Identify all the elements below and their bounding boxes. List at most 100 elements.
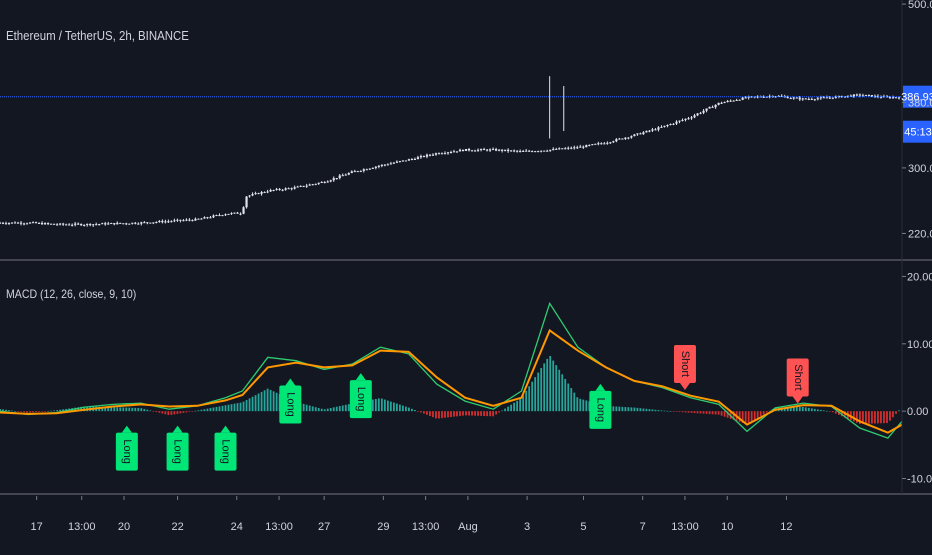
histogram-bar: [528, 386, 531, 412]
histogram-bar: [756, 411, 759, 418]
short-signal-box: [786, 358, 809, 397]
candle-body: [612, 141, 615, 143]
histogram-bar: [684, 411, 687, 413]
histogram-bar: [516, 400, 519, 412]
histogram-bar: [149, 410, 152, 412]
long-signal[interactable]: Long: [349, 373, 372, 419]
macd-indicator-title[interactable]: MACD (12, 26, close, 9, 10): [6, 287, 137, 301]
long-signal[interactable]: Long: [279, 378, 302, 424]
long-signal[interactable]: Long: [589, 383, 612, 429]
price-tick-label: 500.00: [908, 0, 932, 11]
histogram-bar: [630, 407, 633, 412]
macd-pane[interactable]: Long Long Long Long Long Long Short Short: [0, 301, 903, 471]
histogram-bar: [167, 411, 170, 416]
histogram-bar: [813, 408, 816, 412]
histogram-bar: [236, 403, 239, 412]
symbol-title[interactable]: Ethereum / TetherUS, 2h, BINANCE: [6, 28, 189, 43]
histogram-bar: [414, 409, 416, 412]
candle-body: [729, 100, 732, 102]
candle-body: [107, 223, 110, 225]
candle-body: [458, 149, 462, 152]
candle-body: [19, 222, 23, 224]
histogram-bar: [807, 407, 810, 412]
histogram-bar: [444, 411, 446, 418]
candle-body: [0, 222, 2, 224]
histogram-bar: [209, 408, 212, 412]
long-signal-box: [166, 432, 189, 471]
histogram-bar: [720, 411, 723, 416]
histogram-bar: [260, 391, 263, 412]
candle-body: [74, 223, 77, 225]
candle-body: [768, 96, 771, 98]
candle-body: [555, 148, 558, 150]
candle-body: [852, 94, 855, 97]
candle-body: [332, 178, 335, 181]
candle-body: [95, 224, 98, 226]
histogram-bar: [543, 363, 546, 412]
long-signal[interactable]: Long: [214, 425, 237, 471]
candle-body: [558, 148, 561, 150]
candle-body: [654, 129, 657, 131]
histogram-bar: [408, 407, 410, 412]
time-tick-label: 3: [524, 521, 530, 533]
short-signal-arrow: [792, 396, 803, 404]
time-tick-label: 20: [118, 521, 130, 533]
price-pane[interactable]: [0, 76, 902, 227]
candle-body: [260, 192, 263, 194]
histogram-bar: [323, 409, 326, 412]
candle-body: [798, 97, 801, 100]
candle-body: [257, 193, 260, 195]
histogram-bar: [38, 411, 40, 412]
histogram-bar: [438, 411, 440, 419]
candle-body: [272, 189, 275, 191]
histogram-bar: [672, 411, 675, 412]
histogram-bar: [125, 407, 128, 412]
candle-body: [22, 223, 26, 225]
candle-body: [443, 153, 447, 155]
candle-body: [347, 173, 350, 175]
candle-body: [167, 221, 170, 223]
histogram-bar: [44, 411, 46, 412]
candle-body: [44, 223, 47, 225]
histogram-bar: [405, 406, 407, 412]
histogram-bar: [477, 411, 479, 416]
candle-body: [86, 223, 89, 225]
axes: 386.9345:13500.00380.00300.00220.0020.00…: [0, 0, 932, 533]
candle-body: [137, 223, 140, 225]
candle-body: [47, 223, 50, 225]
candle-body: [534, 151, 537, 153]
histogram-bar: [131, 407, 134, 412]
histogram-bar: [732, 411, 735, 420]
histogram-bar: [726, 411, 729, 418]
candle-body: [419, 156, 423, 158]
long-signal[interactable]: Long: [166, 425, 189, 471]
candle-body: [398, 161, 401, 163]
candle-body: [467, 148, 471, 151]
histogram-bar: [242, 401, 245, 412]
candle-body: [876, 95, 880, 97]
histogram-bar: [77, 407, 80, 412]
histogram-bar: [456, 411, 458, 417]
candle-body: [693, 115, 696, 118]
candle-body: [221, 215, 224, 217]
candle-body: [834, 96, 837, 99]
histogram-bar: [657, 410, 660, 412]
candle-body: [501, 149, 504, 151]
histogram-bar: [570, 388, 573, 412]
candle-body: [579, 146, 582, 148]
candle-body: [266, 191, 269, 193]
candle-body: [206, 217, 209, 219]
candle-body: [690, 117, 693, 119]
histogram-bar: [856, 411, 858, 423]
histogram-bar: [883, 411, 885, 424]
histogram-bar: [498, 411, 501, 413]
candle-body: [861, 95, 865, 97]
short-signal[interactable]: Short: [786, 358, 809, 404]
candle-body: [77, 223, 80, 225]
histogram-bar: [859, 411, 861, 424]
histogram-bar: [263, 390, 266, 412]
candle-body: [552, 148, 555, 150]
short-signal[interactable]: Short: [673, 344, 696, 390]
long-signal[interactable]: Long: [115, 425, 138, 471]
